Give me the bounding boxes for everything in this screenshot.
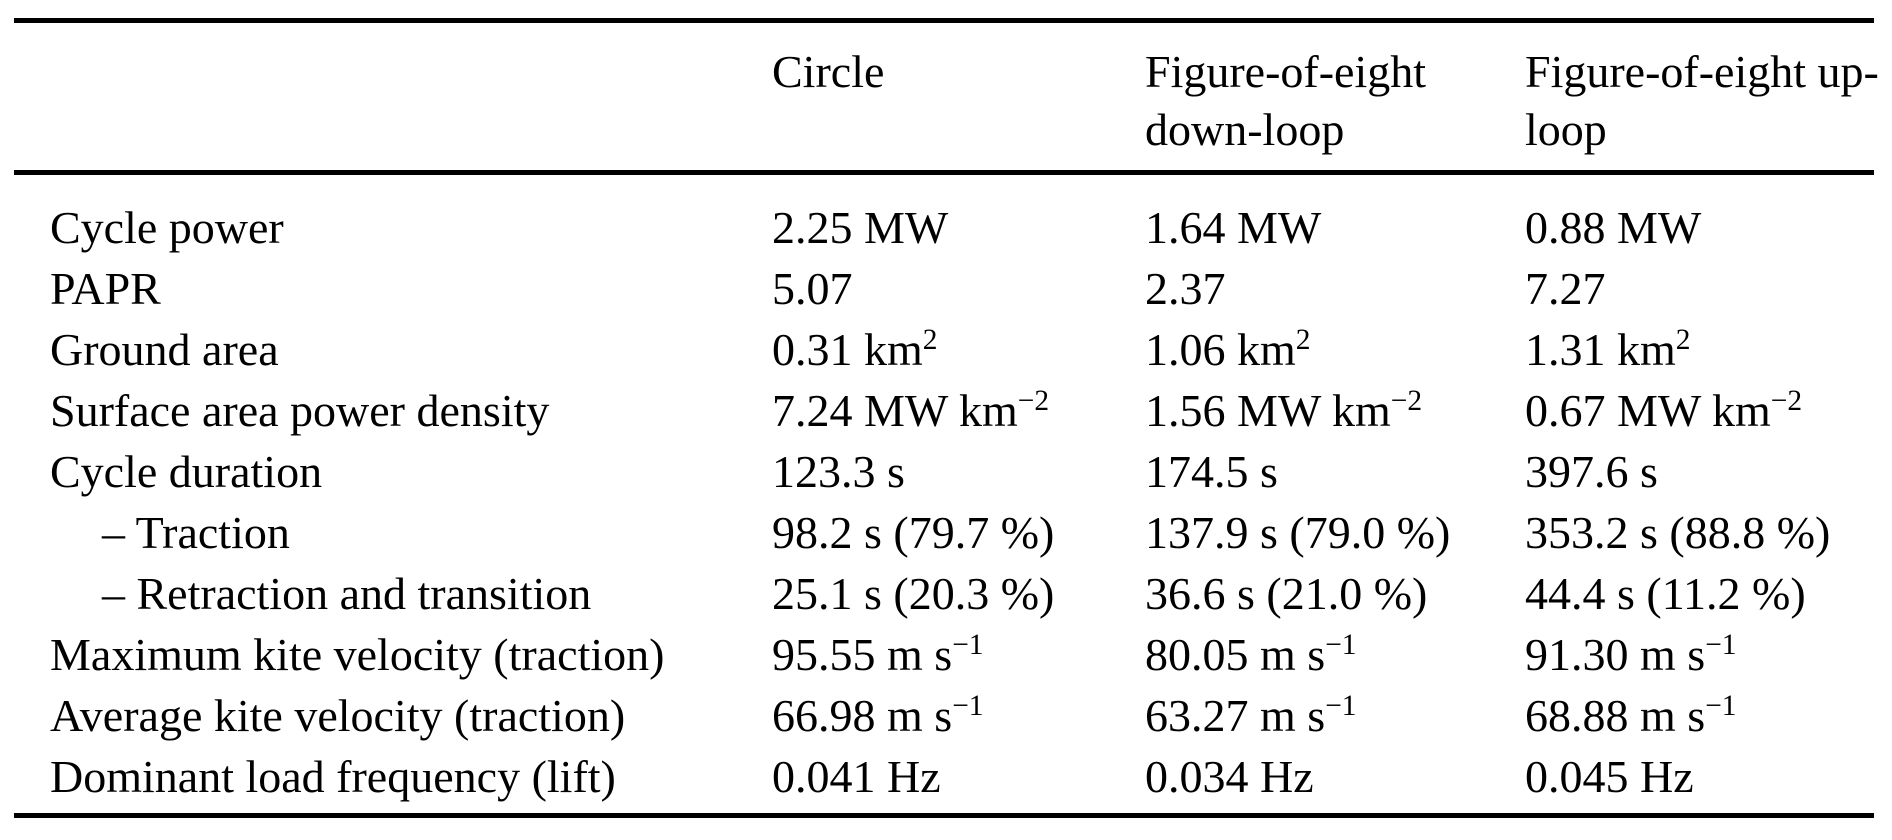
row-label: Maximum kite velocity (traction) (50, 629, 665, 680)
col-header-figure-eight-down-loop: Figure-of-eight down-loop (1145, 46, 1427, 155)
table-row: – Retraction and transition 25.1 s (20.3… (50, 563, 1892, 624)
cell-circle: 123.3 s (772, 446, 905, 497)
cell-figure-eight-up-loop: 0.88 MW (1525, 202, 1702, 253)
table-row: Maximum kite velocity (traction) 95.55 m… (50, 624, 1892, 685)
row-label: – Traction (102, 507, 290, 558)
row-label: Average kite velocity (traction) (50, 690, 626, 741)
row-label: Ground area (50, 324, 279, 375)
table-header: Circle Figure-of-eight down-loop Figure-… (50, 23, 1892, 173)
cell-figure-eight-up-loop: 7.27 (1525, 263, 1606, 314)
cell-figure-eight-down-loop: 0.034 Hz (1145, 751, 1314, 802)
cell-figure-eight-up-loop: 68.88 m s−1 (1525, 689, 1737, 741)
table-bottom-rule (14, 813, 1874, 818)
cell-circle: 66.98 m s−1 (772, 689, 984, 741)
cell-figure-eight-up-loop: 91.30 m s−1 (1525, 628, 1737, 680)
cell-figure-eight-up-loop: 1.31 km2 (1525, 323, 1691, 375)
cell-circle: 0.31 km2 (772, 323, 938, 375)
col-header-circle: Circle (772, 46, 885, 97)
cell-figure-eight-up-loop: 0.045 Hz (1525, 751, 1694, 802)
row-label: Surface area power density (50, 385, 550, 436)
table-body: Cycle power 2.25 MW 1.64 MW 0.88 MW PAPR… (50, 173, 1892, 807)
table-row: Cycle power 2.25 MW 1.64 MW 0.88 MW (50, 173, 1892, 258)
table-row: PAPR 5.07 2.37 7.27 (50, 258, 1892, 319)
cell-circle: 25.1 s (20.3 %) (772, 568, 1055, 619)
table-row: Average kite velocity (traction) 66.98 m… (50, 685, 1892, 746)
cell-figure-eight-up-loop: 44.4 s (11.2 %) (1525, 568, 1806, 619)
col-header-figure-eight-up-loop: Figure-of-eight up-loop (1525, 46, 1879, 155)
table-row: Dominant load frequency (lift) 0.041 Hz … (50, 746, 1892, 807)
cell-figure-eight-down-loop: 80.05 m s−1 (1145, 628, 1357, 680)
cell-figure-eight-down-loop: 174.5 s (1145, 446, 1278, 497)
cell-figure-eight-down-loop: 137.9 s (79.0 %) (1145, 507, 1451, 558)
row-label: Cycle power (50, 202, 284, 253)
cell-figure-eight-down-loop: 1.06 km2 (1145, 323, 1311, 375)
cell-figure-eight-down-loop: 36.6 s (21.0 %) (1145, 568, 1428, 619)
cell-circle: 7.24 MW km−2 (772, 384, 1050, 436)
table-top-rule (14, 18, 1874, 23)
table-row: Cycle duration 123.3 s 174.5 s 397.6 s (50, 441, 1892, 502)
cell-circle: 5.07 (772, 263, 853, 314)
cell-circle: 98.2 s (79.7 %) (772, 507, 1055, 558)
cell-figure-eight-down-loop: 1.56 MW km−2 (1145, 384, 1423, 436)
row-label: – Retraction and transition (102, 568, 592, 619)
table-header-rule (14, 170, 1874, 175)
results-table: Circle Figure-of-eight down-loop Figure-… (50, 23, 1892, 807)
table-row: Ground area 0.31 km2 1.06 km2 1.31 km2 (50, 319, 1892, 380)
row-label: PAPR (50, 263, 161, 314)
table-row: – Traction 98.2 s (79.7 %) 137.9 s (79.0… (50, 502, 1892, 563)
cell-figure-eight-down-loop: 2.37 (1145, 263, 1226, 314)
cell-figure-eight-up-loop: 0.67 MW km−2 (1525, 384, 1803, 436)
cell-circle: 2.25 MW (772, 202, 949, 253)
row-label: Cycle duration (50, 446, 323, 497)
cell-circle: 95.55 m s−1 (772, 628, 984, 680)
cell-figure-eight-down-loop: 1.64 MW (1145, 202, 1322, 253)
table-row: Surface area power density 7.24 MW km−2 … (50, 380, 1892, 441)
cell-figure-eight-up-loop: 397.6 s (1525, 446, 1658, 497)
header-row: Circle Figure-of-eight down-loop Figure-… (50, 23, 1892, 173)
cell-figure-eight-down-loop: 63.27 m s−1 (1145, 689, 1357, 741)
col-header-parameter (50, 23, 772, 173)
cell-figure-eight-up-loop: 353.2 s (88.8 %) (1525, 507, 1831, 558)
row-label: Dominant load frequency (lift) (50, 751, 616, 802)
cell-circle: 0.041 Hz (772, 751, 941, 802)
